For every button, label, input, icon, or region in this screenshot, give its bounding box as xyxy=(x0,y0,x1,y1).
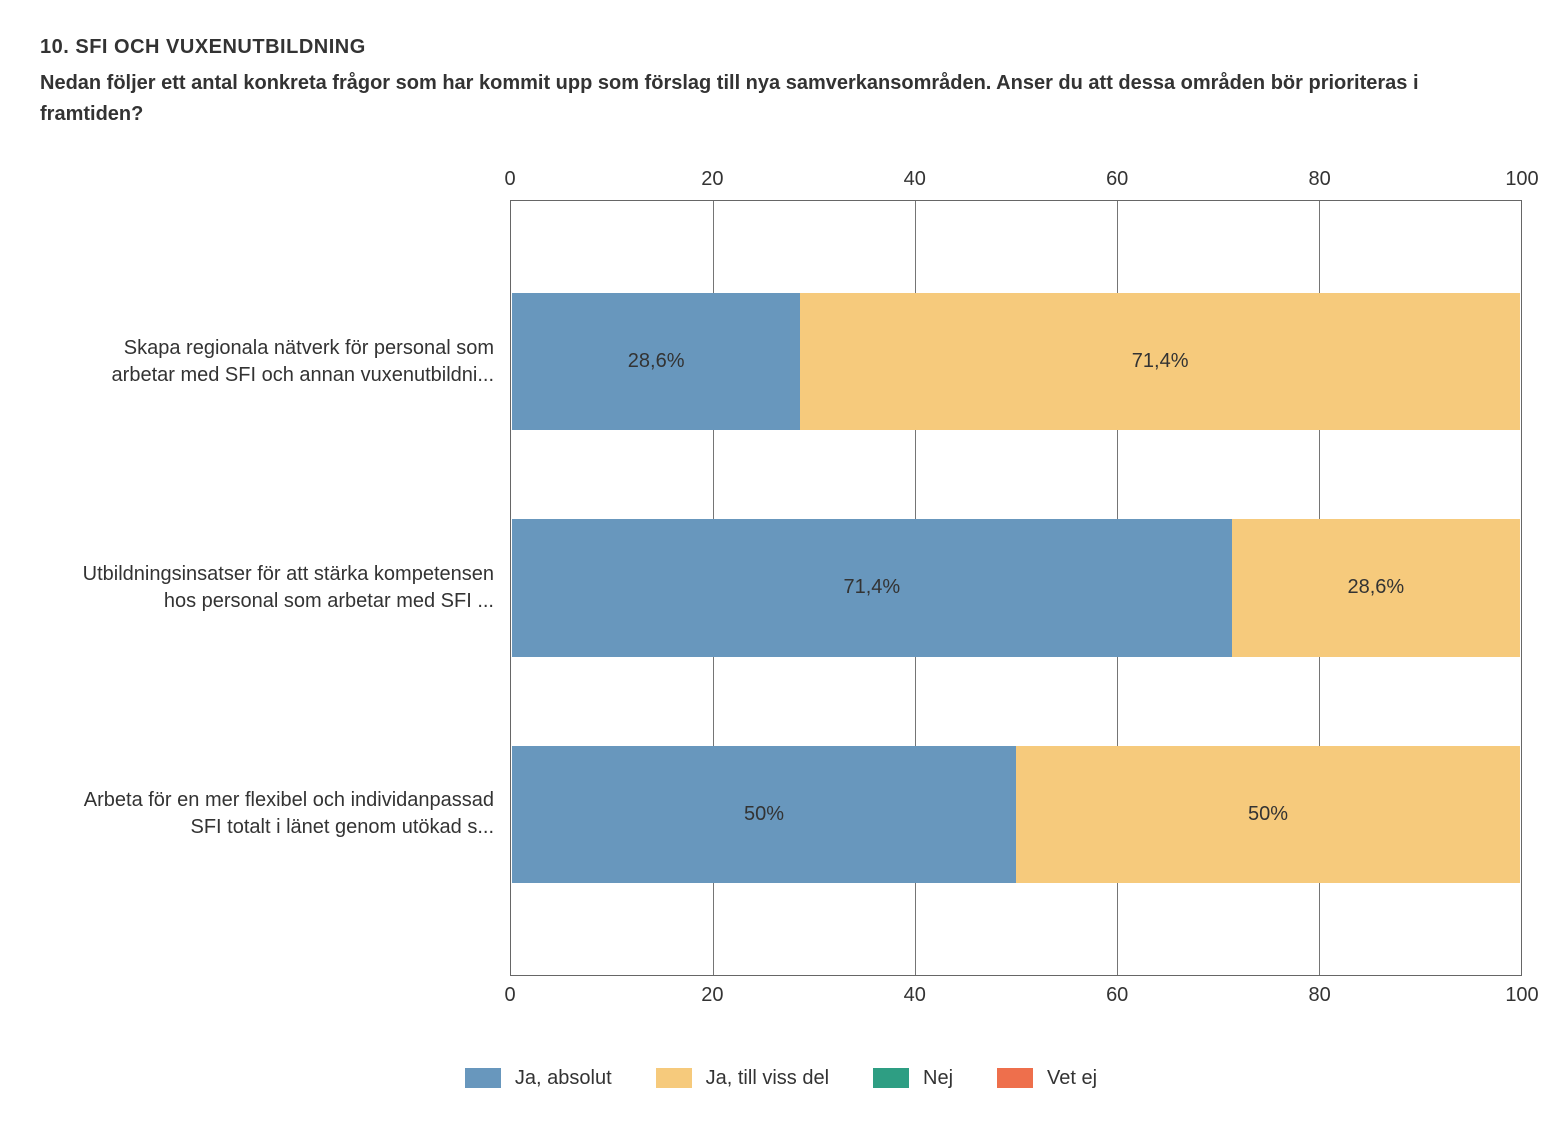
x-tick-label: 0 xyxy=(504,984,515,1007)
x-tick-label: 40 xyxy=(904,168,926,191)
legend-swatch xyxy=(656,1068,692,1088)
bar-row: 71,4% 28,6% xyxy=(512,519,1520,656)
x-tick-label: 20 xyxy=(701,168,723,191)
x-axis-bottom: 020406080100 xyxy=(510,984,1522,1012)
category-label-line: arbetar med SFI och annan vuxenutbildni.… xyxy=(112,364,494,386)
category-label: Utbildningsinsatser för att stärka kompe… xyxy=(40,561,494,615)
bar-row: 28,6% 71,4% xyxy=(512,293,1520,430)
plot-inner: 28,6% 71,4% 71,4% 28,6% 50% 50% xyxy=(511,200,1521,976)
plot-area: 28,6% 71,4% 71,4% 28,6% 50% 50% xyxy=(510,200,1522,976)
category-label-line: Skapa regionala nätverk för personal som xyxy=(124,337,494,359)
x-tick-label: 80 xyxy=(1308,168,1330,191)
x-tick-label: 40 xyxy=(904,984,926,1007)
bar-row: 50% 50% xyxy=(512,746,1520,883)
bar-value-label: 28,6% xyxy=(628,350,685,373)
legend-item-nej: Nej xyxy=(873,1067,953,1090)
bar-value-label: 71,4% xyxy=(1132,350,1189,373)
legend-label: Ja, till viss del xyxy=(706,1067,829,1090)
bar-segment-ja_absolut: 50% xyxy=(512,746,1016,883)
x-tick-label: 100 xyxy=(1505,984,1538,1007)
legend-swatch xyxy=(465,1068,501,1088)
legend-item-vet_ej: Vet ej xyxy=(997,1067,1097,1090)
x-axis-top: 020406080100 xyxy=(510,168,1522,196)
category-label-line: Utbildningsinsatser för att stärka kompe… xyxy=(83,563,494,585)
x-tick-label: 20 xyxy=(701,984,723,1007)
x-tick-label: 100 xyxy=(1505,168,1538,191)
category-label: Arbeta för en mer flexibel och individan… xyxy=(40,787,494,841)
bar-segment-ja_viss_del: 50% xyxy=(1016,746,1520,883)
legend-swatch xyxy=(873,1068,909,1088)
legend-item-ja_absolut: Ja, absolut xyxy=(465,1067,612,1090)
legend-label: Ja, absolut xyxy=(515,1067,612,1090)
chart-subtitle: Nedan följer ett antal konkreta frågor s… xyxy=(40,68,1522,130)
chart-title: 10. SFI OCH VUXENUTBILDNING xyxy=(40,32,1522,62)
bar-segment-ja_absolut: 28,6% xyxy=(512,293,800,430)
chart-area: 020406080100 28,6%71,4%71,4%28,6%50%50% … xyxy=(40,168,1522,1020)
x-tick-label: 80 xyxy=(1308,984,1330,1007)
category-label-line: hos personal som arbetar med SFI ... xyxy=(164,590,494,612)
legend-swatch xyxy=(997,1068,1033,1088)
legend: Ja, absolut Ja, till viss del Nej Vet ej xyxy=(0,1067,1562,1095)
x-tick-label: 0 xyxy=(504,168,515,191)
bar-segment-ja_viss_del: 71,4% xyxy=(800,293,1520,430)
x-tick-label: 60 xyxy=(1106,984,1128,1007)
category-label-line: Arbeta för en mer flexibel och individan… xyxy=(84,789,494,811)
bar-value-label: 71,4% xyxy=(843,576,900,599)
legend-item-ja_viss_del: Ja, till viss del xyxy=(656,1067,829,1090)
bar-value-label: 50% xyxy=(744,803,784,826)
legend-label: Vet ej xyxy=(1047,1067,1097,1090)
x-tick-label: 60 xyxy=(1106,168,1128,191)
chart-container: 10. SFI OCH VUXENUTBILDNING Nedan följer… xyxy=(0,0,1562,1148)
bar-value-label: 50% xyxy=(1248,803,1288,826)
bar-segment-ja_absolut: 71,4% xyxy=(512,519,1232,656)
category-label-line: SFI totalt i länet genom utökad s... xyxy=(191,816,495,838)
category-label: Skapa regionala nätverk för personal som… xyxy=(40,335,494,389)
bar-value-label: 28,6% xyxy=(1347,576,1404,599)
legend-label: Nej xyxy=(923,1067,953,1090)
bar-segment-ja_viss_del: 28,6% xyxy=(1232,519,1520,656)
